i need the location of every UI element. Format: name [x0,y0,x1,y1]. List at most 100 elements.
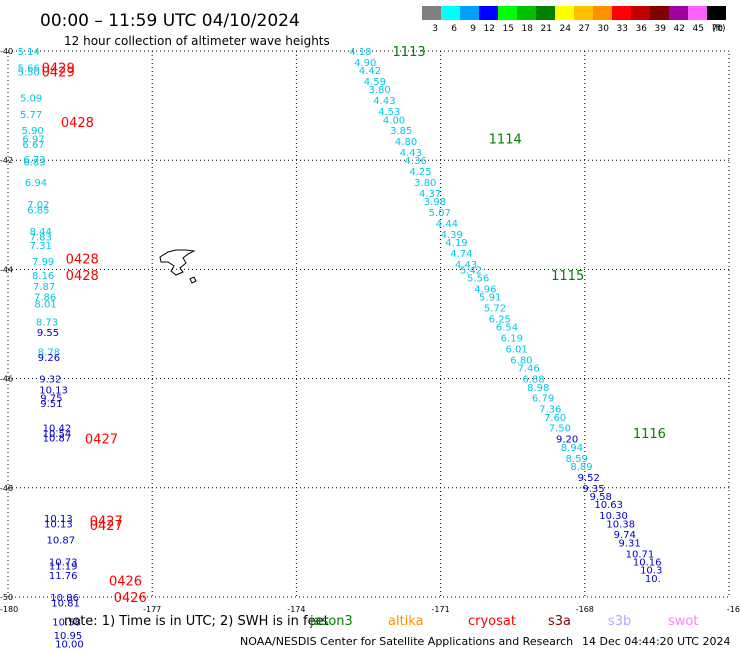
legend-bin-label: 12 [484,24,495,34]
color-scale-legend: 3 6 9 12 15 18 21 24 27 30 33 36 39 42 45 70 [422,6,726,34]
legend-bin-label: 15 [503,24,514,34]
wave-height-label: 5.42 [460,265,482,276]
legend-bin-label: 45 [693,24,704,34]
legend-swatch [707,6,726,20]
wave-height-label: 10.58 [52,618,81,629]
wave-height-label: 4.19 [445,238,467,249]
time-label: 1114 [489,132,522,147]
wave-height-label: 7.86 [34,293,56,304]
legend-swatch [574,6,593,20]
time-label: 0429 [42,61,75,76]
grid-lines [8,51,729,597]
wave-height-label: 4.42 [359,66,381,77]
wave-height-label: 3.85 [390,126,412,137]
y-tick-label: -46 [0,375,13,384]
wave-height-label: 8.98 [527,383,549,394]
wave-height-label: 9.20 [556,435,578,446]
wave-height-label: 9.55 [37,328,59,339]
y-tick-label: -42 [0,156,13,165]
wave-height-label: 8.94 [561,443,583,454]
x-tick-label: -171 [432,605,450,614]
wave-height-label: 4.36 [405,156,427,167]
wave-height-label: 10.16 [633,558,662,569]
wave-height-label: 9.74 [614,530,636,541]
wave-height-label: 9.31 [618,538,640,549]
time-label: 0426 [114,591,147,606]
wave-height-label: 6.97 [22,134,44,145]
wave-height-label: 4.43 [373,96,395,107]
wave-height-label: 10.87 [43,434,72,445]
wave-height-label: 10.42 [43,424,72,435]
wave-height-label: 4.43 [455,260,477,271]
wave-height-label: 11.76 [49,571,78,582]
wave-height-label: 7.31 [30,241,52,252]
x-tick-label: -177 [143,605,161,614]
wave-height-label: 6.54 [496,323,518,334]
wave-height-label: 10.54 [43,429,72,440]
wave-height-label: 7.99 [32,257,54,268]
legend-swatch [460,6,479,20]
chart-subtitle: 12 hour collection of altimeter wave hei… [64,34,330,48]
footer-credit: NOAA/NESDIS Center for Satellite Applica… [240,635,573,648]
time-label: 0428 [61,116,94,131]
wave-height-label: 5.14 [18,47,40,58]
wave-height-label: 4.18 [349,47,371,58]
wave-height-label: 3.80 [414,178,436,189]
legend-bin-label: 36 [636,24,648,34]
wave-height-label: 6.01 [505,345,527,356]
wave-height-label: 10.13 [39,386,68,397]
wave-height-label: 9.26 [38,353,60,364]
legend-bin-label: 39 [655,24,667,34]
time-label: 0427 [85,433,118,448]
chart-title: 00:00 – 11:59 UTC 04/10/2024 [40,11,300,31]
legend-swatch [536,6,555,20]
wave-height-label: 8.44 [30,227,52,238]
wave-height-label: 6.73 [23,155,45,166]
satellite-label: altika [388,614,424,629]
wave-height-label: 4.37 [419,189,441,200]
time-label: 0429 [42,66,75,81]
wave-height-label: 4.74 [450,249,472,260]
legend-swatch [517,6,536,20]
footer-timestamp: 14 Dec 04:44:20 UTC 2024 [582,635,730,648]
wave-height-label: 10. [645,574,661,585]
wave-height-label: 8.73 [36,317,58,328]
x-tick-label: -174 [287,605,305,614]
time-label: 1113 [393,45,426,60]
wave-height-label: 8.16 [32,271,54,282]
legend-swatch [688,6,707,20]
wave-height-label: 6.67 [22,140,44,151]
wave-height-label: 10.13 [44,519,73,530]
wave-height-label: 10.63 [594,500,623,511]
time-label: 1115 [551,269,584,284]
legend-swatch [593,6,612,20]
wave-height-label: 9.51 [40,399,62,410]
legend-swatch [612,6,631,20]
island-icon [159,249,197,284]
legend-swatch [555,6,574,20]
wave-height-label: 8.01 [34,299,56,310]
wave-height-label: 5.66 [18,63,40,74]
wave-height-label: 4.59 [364,77,386,88]
legend-bin-label: 70 [712,24,724,34]
footer-note: note: 1) Time is in UTC; 2) SWH is in fe… [64,614,329,629]
legend-bin-label: 33 [617,24,628,34]
wave-height-label: 6.83 [23,157,45,168]
wave-height-label: 8.59 [566,454,588,465]
time-label: 1116 [633,427,666,442]
wave-height-label: 9.75 [40,394,62,405]
wave-height-label: 5.72 [484,304,506,315]
satellite-label: jason3 [309,614,353,629]
wave-height-label: 5.90 [21,126,43,137]
legend-swatch [422,6,441,20]
time-label: 0426 [109,575,142,590]
legend-unit: (ft) [712,24,726,34]
time-label: 0428 [66,269,99,284]
satellite-label: swot [668,614,698,629]
legend-swatch [441,6,460,20]
wave-height-label: 10.73 [49,558,78,569]
wave-height-label: 4.44 [436,219,458,230]
wave-height-label: 7.83 [30,233,52,244]
legend-bin-label: 6 [451,24,457,34]
wave-height-label: 10.71 [626,549,655,560]
